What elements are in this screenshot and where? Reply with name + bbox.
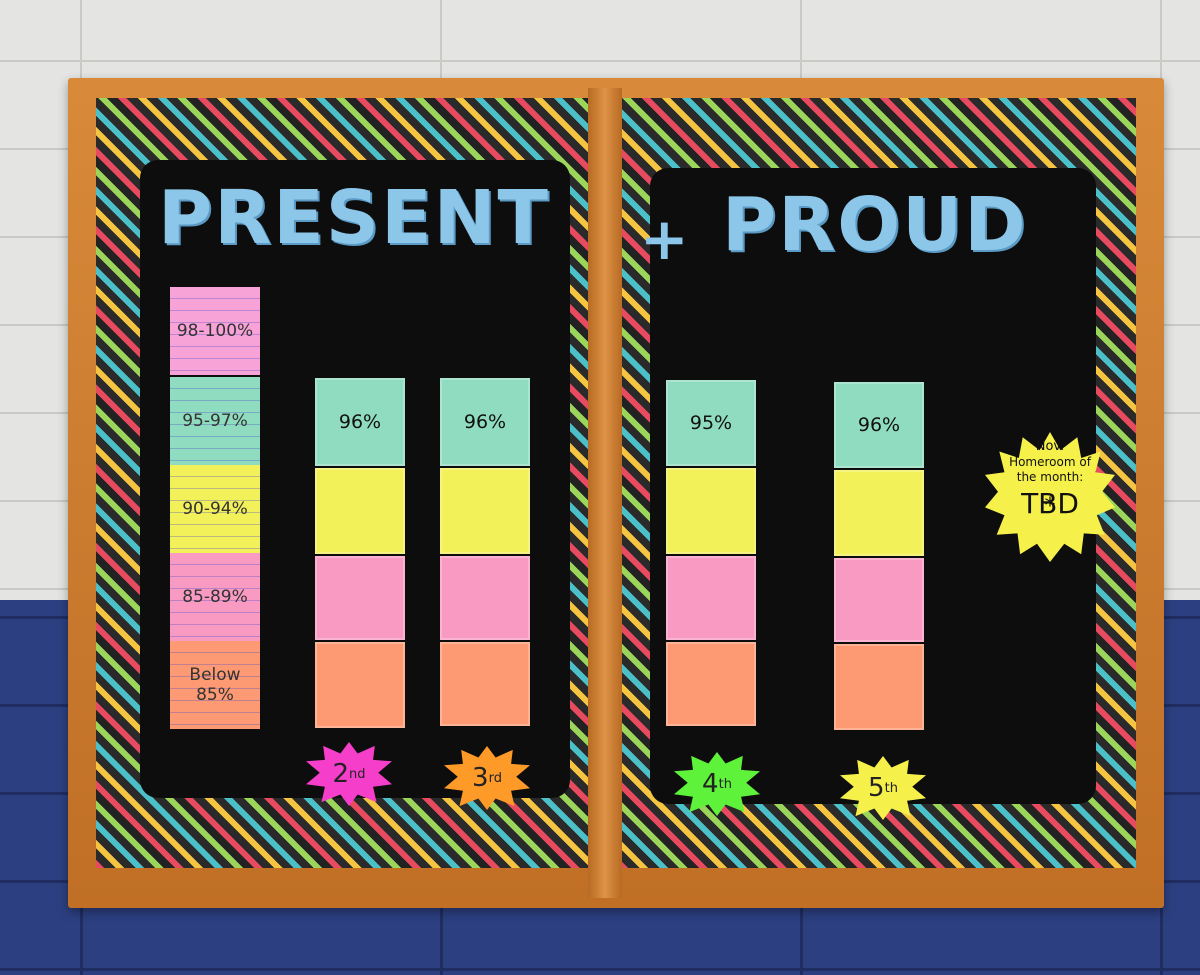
grade-3-orange-block bbox=[440, 642, 530, 726]
grade-5-pink-block bbox=[834, 558, 924, 642]
grade-5-yellow-block bbox=[834, 470, 924, 556]
grade-3-percent: 96% bbox=[440, 378, 530, 466]
grade-3-suffix: rd bbox=[488, 770, 502, 786]
grade-5-orange-block bbox=[834, 644, 924, 730]
frame-divider bbox=[588, 88, 622, 898]
legend-card-98-100: 98-100% bbox=[170, 287, 260, 375]
grade-4-pink-block bbox=[666, 556, 756, 640]
grade-4-suffix: th bbox=[718, 776, 732, 792]
legend-card-below-85: Below 85% bbox=[170, 641, 260, 729]
grade-2-number: 2 bbox=[332, 759, 350, 789]
title-present: PRESENT bbox=[158, 175, 551, 261]
grade-4-percent: 95% bbox=[666, 380, 756, 466]
grade-2-pink-block bbox=[315, 556, 405, 640]
grade-5-suffix: th bbox=[884, 780, 898, 796]
legend-card-90-94: 90-94% bbox=[170, 465, 260, 553]
grade-4-orange-block bbox=[666, 642, 756, 726]
grade-3-yellow-block bbox=[440, 468, 530, 554]
grade-5-percent: 96% bbox=[834, 382, 924, 468]
title-proud: PROUD bbox=[722, 182, 1028, 268]
grade-3-number: 3 bbox=[472, 763, 489, 793]
legend-card-95-97: 95-97% bbox=[170, 377, 260, 465]
grade-4-yellow-block bbox=[666, 468, 756, 554]
homeroom-line2: the month: bbox=[1016, 470, 1084, 484]
grade-4-number: 4 bbox=[702, 769, 719, 799]
homeroom-value: TBD bbox=[1021, 487, 1079, 520]
star-icon: * bbox=[1044, 494, 1056, 519]
grade-2-suffix: nd bbox=[349, 766, 366, 782]
grade-2-percent: 96% bbox=[315, 378, 405, 466]
grade-2-orange-block bbox=[315, 642, 405, 728]
homeroom-line1: Homeroom of bbox=[1009, 455, 1091, 469]
title-plus: + bbox=[640, 205, 689, 273]
grade-3-pink-block bbox=[440, 556, 530, 640]
legend-card-85-89: 85-89% bbox=[170, 553, 260, 641]
grade-5-number: 5 bbox=[868, 773, 885, 803]
homeroom-month: Nov. bbox=[1035, 439, 1065, 454]
grade-2-yellow-block bbox=[315, 468, 405, 554]
